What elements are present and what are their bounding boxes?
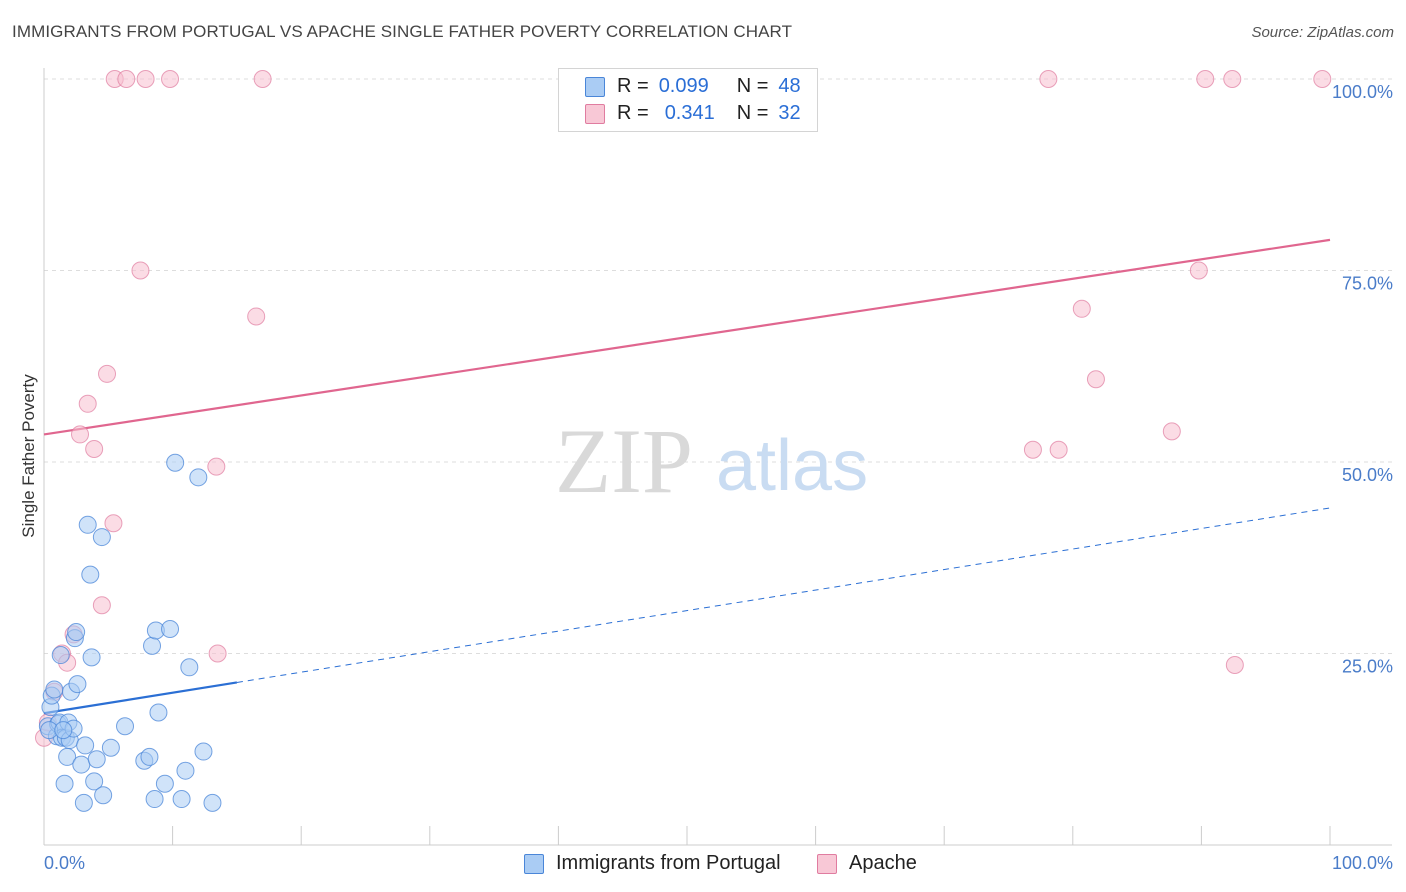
legend-n-value: 48 [778,75,801,97]
legend-swatch-blue [585,76,605,97]
data-point-portugal [172,790,191,809]
data-point-portugal [74,793,93,812]
data-point-apache [78,394,97,413]
data-point-apache [247,307,266,326]
data-point-portugal [45,680,64,699]
data-point-portugal [92,528,111,547]
watermark: ZIP atlas [555,410,868,512]
data-point-portugal [149,703,168,722]
x-tick-label: 0.0% [44,853,85,873]
legend-item-portugal: Immigrants from Portugal [524,852,781,875]
y-axis-label: Single Father Poverty [19,374,38,538]
data-point-apache [98,364,117,383]
trend-layer [43,238,1331,715]
chart-title: IMMIGRANTS FROM PORTUGAL VS APACHE SINGL… [12,22,793,41]
data-point-apache [85,439,104,458]
data-point-portugal [55,774,74,793]
legend-swatch-blue [524,853,544,874]
data-point-apache [1313,70,1332,88]
data-point-portugal [78,515,97,534]
data-point-apache [1196,70,1215,88]
data-point-apache [1072,299,1091,318]
data-point-apache [136,70,155,88]
data-point-apache [1086,370,1105,389]
point-layer [35,70,1332,812]
data-point-portugal [161,619,180,638]
trend-line-portugal-extension [236,507,1331,683]
data-point-portugal [68,675,87,694]
watermark-zip: ZIP [555,410,693,512]
data-point-portugal [81,565,100,584]
data-point-portugal [189,468,208,487]
data-point-portugal [85,772,104,791]
data-point-portugal [145,790,164,809]
legend-r-value: 0.099 [658,75,709,97]
data-point-apache [1223,70,1242,88]
data-point-portugal [51,646,70,665]
data-point-apache [161,70,180,88]
data-point-portugal [67,623,86,642]
data-point-portugal [116,717,135,736]
data-point-apache [104,514,123,533]
data-point-portugal [72,755,91,774]
legend-item-label: Immigrants from Portugal [556,852,781,874]
data-point-apache [117,70,136,88]
data-point-portugal [176,761,195,780]
data-point-portugal [155,774,174,793]
data-point-portugal [76,736,95,755]
data-point-apache [92,596,111,615]
data-point-apache [1189,261,1208,280]
data-point-apache [1039,70,1058,88]
data-point-portugal [140,747,159,766]
y-tick-label: 50.0% [1342,465,1393,485]
y-tick-label: 100.0% [1332,82,1393,102]
data-point-portugal [203,793,222,812]
watermark-atlas: atlas [716,426,868,506]
trend-line-apache [43,238,1331,436]
data-point-apache [253,70,272,88]
legend-swatch-pink [817,853,837,874]
data-point-portugal [180,658,199,677]
grid-layer [44,78,1392,654]
legend-r-label: R = [617,102,649,124]
legend-item-label: Apache [849,852,917,874]
data-point-portugal [82,648,101,667]
legend-row-apache: R = 0.341 N = 32 [559,100,801,127]
x-tick-label: 100.0% [1332,853,1393,873]
data-point-portugal [101,738,120,757]
y-tick-label: 75.0% [1342,274,1393,294]
data-point-portugal [166,453,185,472]
series-legend: Immigrants from Portugal Apache [0,852,1406,878]
legend-n-label: N = [736,75,769,97]
data-point-apache [1162,422,1181,441]
data-point-portugal [54,721,73,740]
source-label: Source: ZipAtlas.com [1251,24,1394,41]
data-point-apache [1023,440,1042,459]
legend-row-portugal: R = 0.099 N = 48 [559,73,801,100]
trend-line-portugal [43,681,238,715]
data-point-portugal [87,750,106,769]
legend-r-label: R = [617,75,649,97]
data-point-portugal [143,636,162,655]
data-point-apache [131,261,150,280]
legend-n-label: N = [736,102,769,124]
correlation-legend: R = 0.099 N = 48 R = 0.341 N = 32 [558,68,818,132]
data-point-apache [208,644,227,663]
axis-layer: 25.0% 50.0% 75.0% 100.0% 0.0% 100.0% [43,68,1393,873]
data-point-apache [71,425,90,444]
legend-n-value: 32 [778,102,801,124]
y-tick-label: 25.0% [1342,657,1393,677]
legend-swatch-pink [585,103,605,124]
data-point-portugal [194,742,213,761]
data-point-apache [207,457,226,476]
legend-r-value: 0.341 [664,102,715,124]
data-point-apache [1225,655,1244,674]
data-point-apache [1049,440,1068,459]
data-point-portugal [94,786,113,805]
legend-item-apache: Apache [817,852,917,875]
